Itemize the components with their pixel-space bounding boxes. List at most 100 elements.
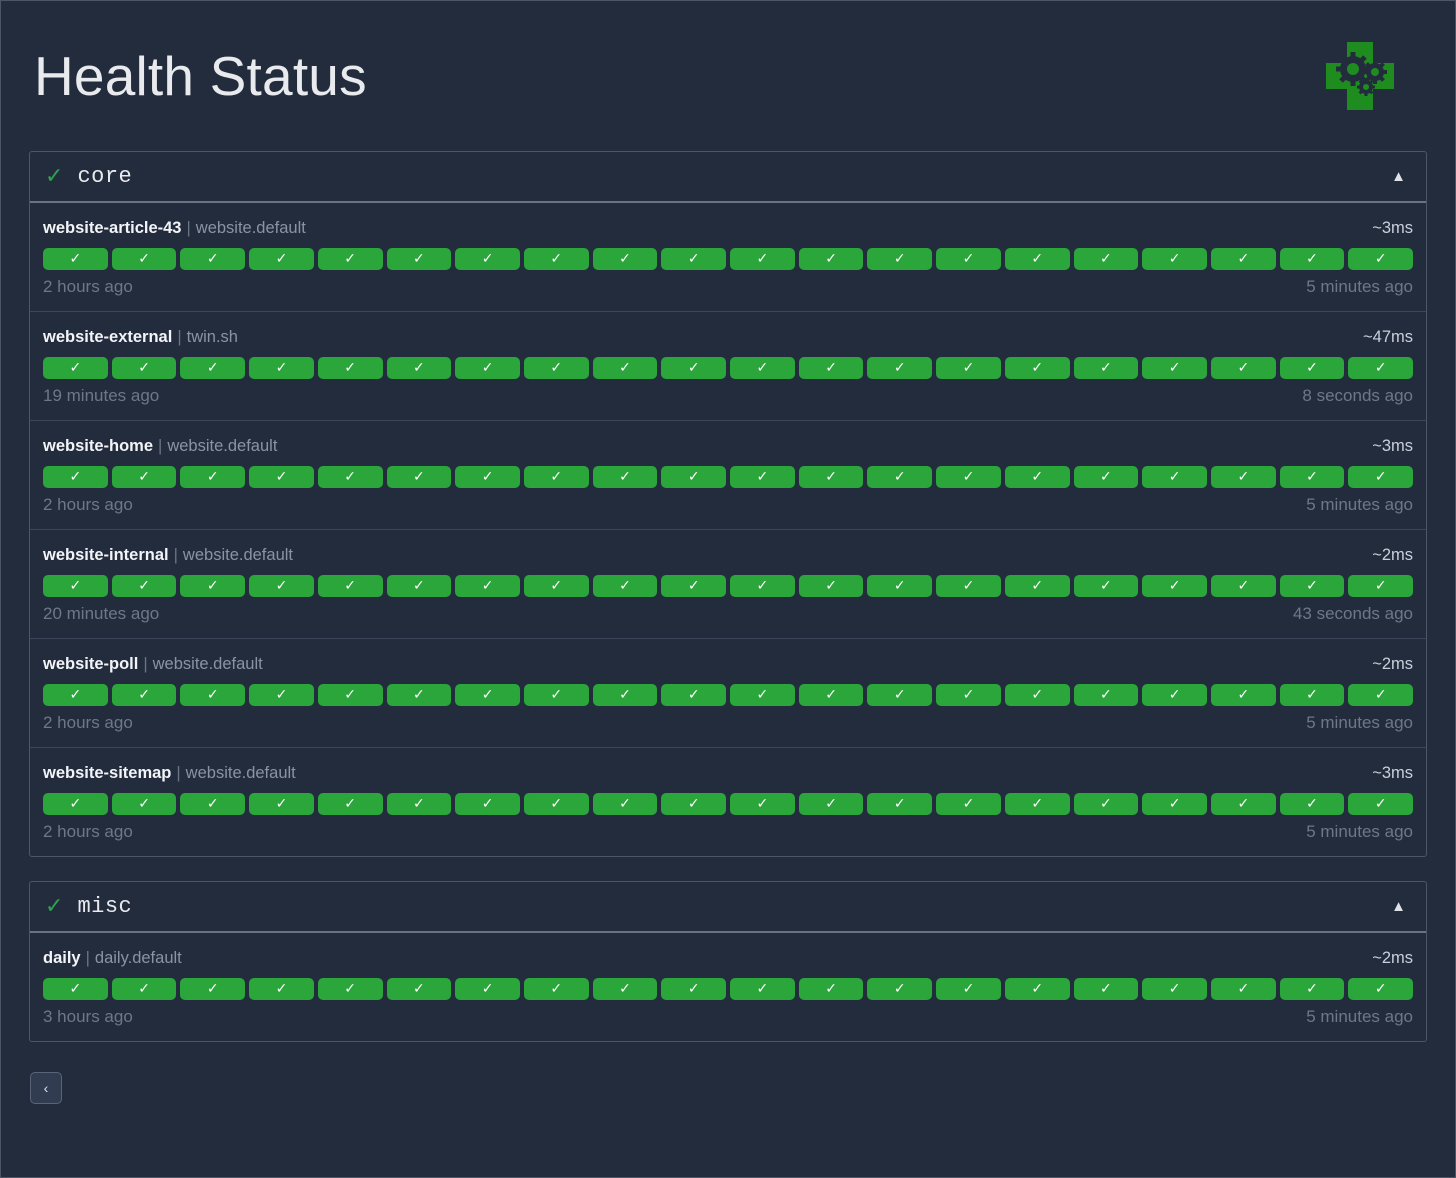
status-bar[interactable]: ✓ <box>249 575 314 597</box>
status-bar[interactable]: ✓ <box>523 793 589 815</box>
status-bar[interactable]: ✓ <box>730 466 795 488</box>
status-bar[interactable]: ✓ <box>1279 575 1345 597</box>
status-bar[interactable]: ✓ <box>249 978 314 1000</box>
status-bar[interactable]: ✓ <box>1073 248 1139 270</box>
status-bar[interactable]: ✓ <box>867 357 933 379</box>
status-bar[interactable]: ✓ <box>798 466 864 488</box>
status-bar[interactable]: ✓ <box>1210 357 1276 379</box>
status-bar[interactable]: ✓ <box>592 684 658 706</box>
status-bar[interactable]: ✓ <box>798 793 864 815</box>
status-bar[interactable]: ✓ <box>592 466 658 488</box>
status-bar[interactable]: ✓ <box>661 978 727 1000</box>
status-bar[interactable]: ✓ <box>592 978 658 1000</box>
status-bar[interactable]: ✓ <box>1073 793 1139 815</box>
status-bar[interactable]: ✓ <box>1004 575 1070 597</box>
status-bar[interactable]: ✓ <box>1348 466 1414 488</box>
status-bar[interactable]: ✓ <box>111 793 177 815</box>
status-bar[interactable]: ✓ <box>180 357 246 379</box>
status-bar[interactable]: ✓ <box>386 575 452 597</box>
status-bar[interactable]: ✓ <box>1348 684 1414 706</box>
status-bar[interactable]: ✓ <box>798 575 864 597</box>
status-bar[interactable]: ✓ <box>43 793 108 815</box>
status-bar[interactable]: ✓ <box>386 466 452 488</box>
status-bar[interactable]: ✓ <box>867 466 933 488</box>
status-bar[interactable]: ✓ <box>592 357 658 379</box>
status-bar[interactable]: ✓ <box>386 357 452 379</box>
status-bar[interactable]: ✓ <box>1279 248 1345 270</box>
status-bar[interactable]: ✓ <box>661 357 727 379</box>
status-bar[interactable]: ✓ <box>317 248 383 270</box>
status-bar[interactable]: ✓ <box>317 793 383 815</box>
group-header-core[interactable]: ✓ core ▲ <box>30 152 1426 203</box>
status-bar[interactable]: ✓ <box>592 575 658 597</box>
status-bar[interactable]: ✓ <box>1210 793 1276 815</box>
status-bar[interactable]: ✓ <box>111 466 177 488</box>
status-bar[interactable]: ✓ <box>111 978 177 1000</box>
status-bar[interactable]: ✓ <box>111 684 177 706</box>
status-bar[interactable]: ✓ <box>867 248 933 270</box>
status-bar[interactable]: ✓ <box>180 684 246 706</box>
status-bar[interactable]: ✓ <box>249 684 314 706</box>
status-bar[interactable]: ✓ <box>455 793 520 815</box>
status-bar[interactable]: ✓ <box>43 357 108 379</box>
status-bar[interactable]: ✓ <box>1073 978 1139 1000</box>
status-bar[interactable]: ✓ <box>1073 357 1139 379</box>
status-bar[interactable]: ✓ <box>180 575 246 597</box>
status-bar[interactable]: ✓ <box>1142 248 1207 270</box>
status-bar[interactable]: ✓ <box>661 248 727 270</box>
status-bar[interactable]: ✓ <box>455 466 520 488</box>
status-bar[interactable]: ✓ <box>386 793 452 815</box>
status-bar[interactable]: ✓ <box>936 575 1001 597</box>
status-bar[interactable]: ✓ <box>592 793 658 815</box>
status-bar[interactable]: ✓ <box>1142 575 1207 597</box>
status-bar[interactable]: ✓ <box>730 978 795 1000</box>
status-bar[interactable]: ✓ <box>867 575 933 597</box>
status-bar[interactable]: ✓ <box>798 357 864 379</box>
status-bar[interactable]: ✓ <box>180 466 246 488</box>
status-bar[interactable]: ✓ <box>523 684 589 706</box>
status-bar[interactable]: ✓ <box>936 793 1001 815</box>
status-bar[interactable]: ✓ <box>1004 466 1070 488</box>
collapse-up-icon[interactable]: ▲ <box>1385 895 1412 918</box>
status-bar[interactable]: ✓ <box>1348 575 1414 597</box>
status-bar[interactable]: ✓ <box>936 466 1001 488</box>
status-bar[interactable]: ✓ <box>317 575 383 597</box>
status-bar[interactable]: ✓ <box>180 978 246 1000</box>
status-bar[interactable]: ✓ <box>43 466 108 488</box>
status-bar[interactable]: ✓ <box>249 466 314 488</box>
status-bar[interactable]: ✓ <box>249 248 314 270</box>
status-bar[interactable]: ✓ <box>180 248 246 270</box>
status-bar[interactable]: ✓ <box>523 357 589 379</box>
status-bar[interactable]: ✓ <box>180 793 246 815</box>
status-bar[interactable]: ✓ <box>43 978 108 1000</box>
status-bar[interactable]: ✓ <box>867 684 933 706</box>
status-bar[interactable]: ✓ <box>867 978 933 1000</box>
group-header-misc[interactable]: ✓ misc ▲ <box>30 882 1426 933</box>
status-bar[interactable]: ✓ <box>455 575 520 597</box>
status-bar[interactable]: ✓ <box>317 684 383 706</box>
status-bar[interactable]: ✓ <box>1279 466 1345 488</box>
status-bar[interactable]: ✓ <box>798 978 864 1000</box>
status-bar[interactable]: ✓ <box>1348 248 1414 270</box>
status-bar[interactable]: ✓ <box>730 793 795 815</box>
status-bar[interactable]: ✓ <box>661 793 727 815</box>
status-bar[interactable]: ✓ <box>1279 684 1345 706</box>
status-bar[interactable]: ✓ <box>1279 793 1345 815</box>
status-bar[interactable]: ✓ <box>1073 684 1139 706</box>
status-bar[interactable]: ✓ <box>661 684 727 706</box>
status-bar[interactable]: ✓ <box>249 793 314 815</box>
status-bar[interactable]: ✓ <box>1210 248 1276 270</box>
status-bar[interactable]: ✓ <box>936 357 1001 379</box>
status-bar[interactable]: ✓ <box>249 357 314 379</box>
status-bar[interactable]: ✓ <box>386 684 452 706</box>
status-bar[interactable]: ✓ <box>1348 357 1414 379</box>
status-bar[interactable]: ✓ <box>730 357 795 379</box>
status-bar[interactable]: ✓ <box>661 466 727 488</box>
status-bar[interactable]: ✓ <box>523 978 589 1000</box>
status-bar[interactable]: ✓ <box>386 978 452 1000</box>
status-bar[interactable]: ✓ <box>1279 978 1345 1000</box>
status-bar[interactable]: ✓ <box>523 466 589 488</box>
status-bar[interactable]: ✓ <box>455 978 520 1000</box>
status-bar[interactable]: ✓ <box>1279 357 1345 379</box>
status-bar[interactable]: ✓ <box>455 248 520 270</box>
